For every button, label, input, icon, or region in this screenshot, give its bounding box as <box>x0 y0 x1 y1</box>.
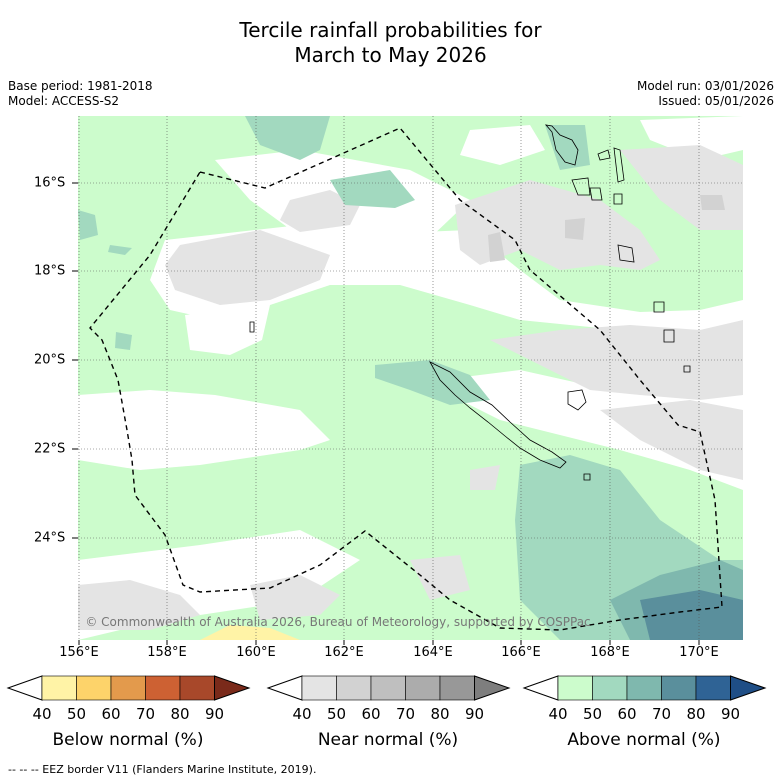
lat-label-20s: 20°S <box>34 352 66 368</box>
near-normal-west <box>165 230 330 305</box>
model-name: Model: ACCESS-S2 <box>8 94 120 108</box>
cb2-tick: 40 <box>292 705 312 723</box>
white-region-east <box>440 370 743 490</box>
cb1-tick: 80 <box>170 705 190 723</box>
lon-label-168e: 168°E <box>590 645 630 660</box>
cb3-tick: 80 <box>686 705 706 723</box>
colorbar-above-normal <box>522 675 767 701</box>
cb3-tick: 40 <box>548 705 568 723</box>
model-run: Model run: 03/01/2026 <box>636 79 774 93</box>
above-50-vanuatu <box>545 125 590 170</box>
above-50-north <box>245 116 330 160</box>
cb3-tick: 70 <box>651 705 672 723</box>
cb1-tick: 60 <box>101 705 121 723</box>
colorbar-below-title: Below normal (%) <box>52 730 204 750</box>
near-normal-patch <box>410 555 470 600</box>
cb2-tick: 70 <box>395 705 416 723</box>
below-normal-40 <box>200 625 300 640</box>
near-normal-50-a <box>565 218 585 240</box>
matthew-island <box>653 301 665 313</box>
near-normal-50-b <box>488 232 505 262</box>
small-island <box>683 365 691 373</box>
vanuatu-island-e <box>613 193 623 205</box>
vanuatu-island-c <box>571 177 591 196</box>
cb1-tick: 50 <box>66 705 87 723</box>
colorbar-below-normal <box>6 675 251 701</box>
white-patch <box>185 305 270 355</box>
above-50-newcal <box>375 360 490 405</box>
lon-label-164e: 164°E <box>413 645 453 660</box>
title-line-1: Tercile rainfall probabilities for <box>239 18 542 42</box>
cb2-tick: 80 <box>430 705 450 723</box>
copyright-text: © Commonwealth of Australia 2026, Bureau… <box>85 615 590 629</box>
cb1-tick: 90 <box>204 705 225 723</box>
vanuatu-island-f <box>617 244 635 263</box>
above-50-west <box>78 210 98 240</box>
near-normal-east <box>490 320 743 400</box>
near-normal-50-c <box>700 195 725 210</box>
isle-of-pines <box>583 473 591 481</box>
cb3-tick: 60 <box>617 705 637 723</box>
vanuatu-island-b <box>613 147 625 183</box>
lat-label-22s: 22°S <box>34 441 66 457</box>
lon-label-156e: 156°E <box>59 645 99 660</box>
near-normal-north <box>280 190 360 232</box>
colorbar-near-title: Near normal (%) <box>317 730 459 750</box>
cb1-tick: 40 <box>32 705 52 723</box>
cb3-tick: 50 <box>582 705 603 723</box>
hunter-island <box>663 329 675 343</box>
issued-date: Issued: 05/01/2026 <box>658 94 774 108</box>
lon-label-160e: 160°E <box>236 645 276 660</box>
new-caledonia-coast <box>429 361 567 469</box>
colorbar-above-title: Above normal (%) <box>567 730 721 750</box>
above-50-west2 <box>108 245 132 255</box>
cb2-tick: 60 <box>361 705 381 723</box>
lat-label-24s: 24°S <box>34 530 66 546</box>
meta-right: Model run: 03/01/2026 Issued: 05/01/2026 <box>637 79 774 109</box>
lon-label-162e: 162°E <box>324 645 364 660</box>
vanuatu-north <box>544 124 579 166</box>
cb2-tick: 50 <box>326 705 347 723</box>
title-line-2: March to May 2026 <box>294 43 487 67</box>
colorbar-near-normal <box>266 675 511 701</box>
white-patch-ne2 <box>640 116 743 160</box>
above-50-north2 <box>330 170 415 208</box>
lon-label-170e: 170°E <box>679 645 719 660</box>
eez-footer-note: -- -- -- EEZ border V11 (Flanders Marine… <box>8 763 317 776</box>
probability-field <box>78 116 743 640</box>
near-normal-small <box>470 465 500 490</box>
white-region-west <box>78 390 330 470</box>
chesterfield-islands <box>249 321 255 333</box>
graticule <box>78 116 743 640</box>
vanuatu-island-d <box>589 187 603 201</box>
cb2-tick: 90 <box>464 705 485 723</box>
above-50-west3 <box>115 332 132 350</box>
near-normal-sw <box>78 580 200 630</box>
axis-ticks <box>72 182 700 645</box>
cb3-tick: 90 <box>720 705 741 723</box>
near-normal-se <box>600 400 743 480</box>
lon-label-158e: 158°E <box>147 645 187 660</box>
lon-label-166e: 166°E <box>501 645 541 660</box>
lat-label-16s: 16°S <box>34 175 66 191</box>
base-period: Base period: 1981-2018 <box>8 79 153 93</box>
meta-left: Base period: 1981-2018 Model: ACCESS-S2 <box>8 79 153 109</box>
above-70-south <box>640 590 743 640</box>
eez-border <box>89 127 723 631</box>
lat-label-18s: 18°S <box>34 263 66 279</box>
near-normal-ne <box>455 180 660 270</box>
map-title: Tercile rainfall probabilities for March… <box>0 18 781 68</box>
cb1-tick: 70 <box>135 705 156 723</box>
white-patch-ne <box>460 125 545 165</box>
loyalty-islands <box>567 389 587 411</box>
